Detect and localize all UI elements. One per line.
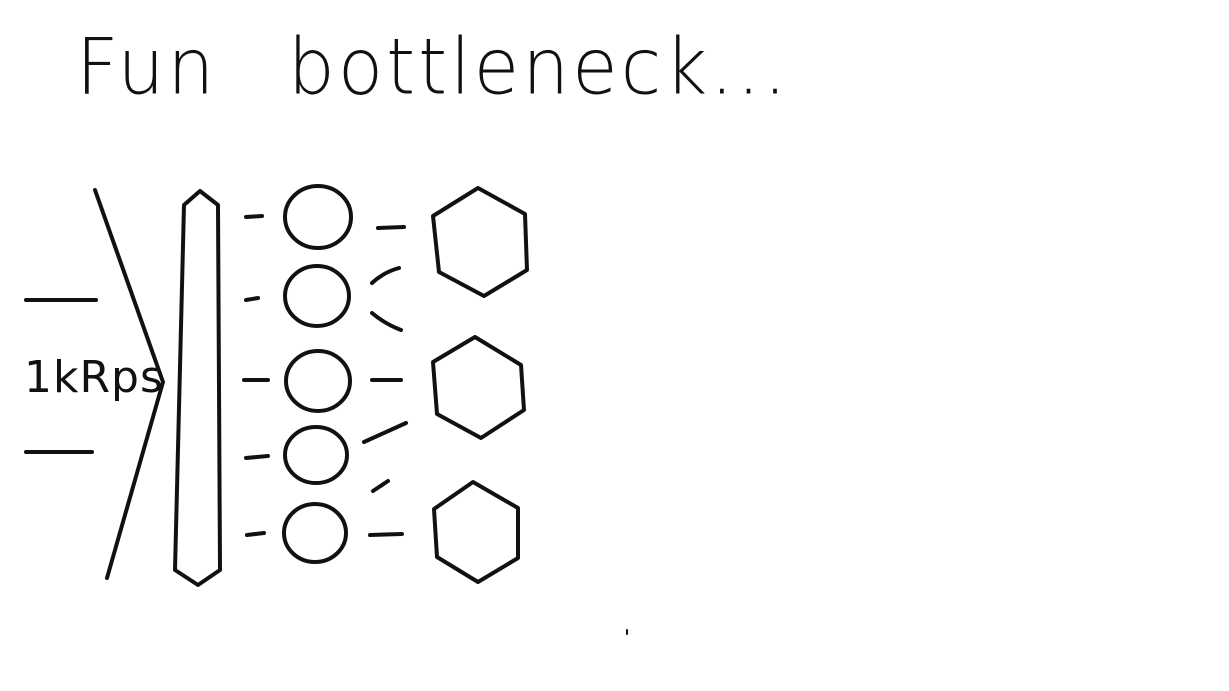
diagram-title: Fun bottleneck...: [76, 22, 790, 113]
backend-node-2: [431, 335, 526, 440]
service-instance-4: [283, 425, 349, 485]
lb-link-1: [244, 214, 264, 219]
instance-link-4: [362, 421, 408, 444]
instance-link-5b: [368, 532, 404, 537]
lb-link-4: [244, 454, 270, 460]
backend-node-1: [431, 186, 529, 298]
load-balancer: [173, 189, 222, 587]
funnel-chevron: [93, 188, 165, 580]
service-instance-3: [284, 349, 352, 413]
service-instance-2: [283, 264, 351, 328]
instance-link-5a: [371, 479, 390, 493]
service-instance-5: [282, 502, 348, 564]
backend-node-3: [432, 480, 520, 584]
instance-link-2b: [370, 311, 403, 332]
instance-link-1: [376, 225, 406, 230]
lb-link-5: [245, 531, 266, 537]
incoming-rate-label: 1kRps: [24, 352, 164, 403]
lb-link-2: [244, 296, 260, 302]
instance-link-2a: [370, 266, 401, 285]
service-instance-1: [283, 184, 353, 250]
